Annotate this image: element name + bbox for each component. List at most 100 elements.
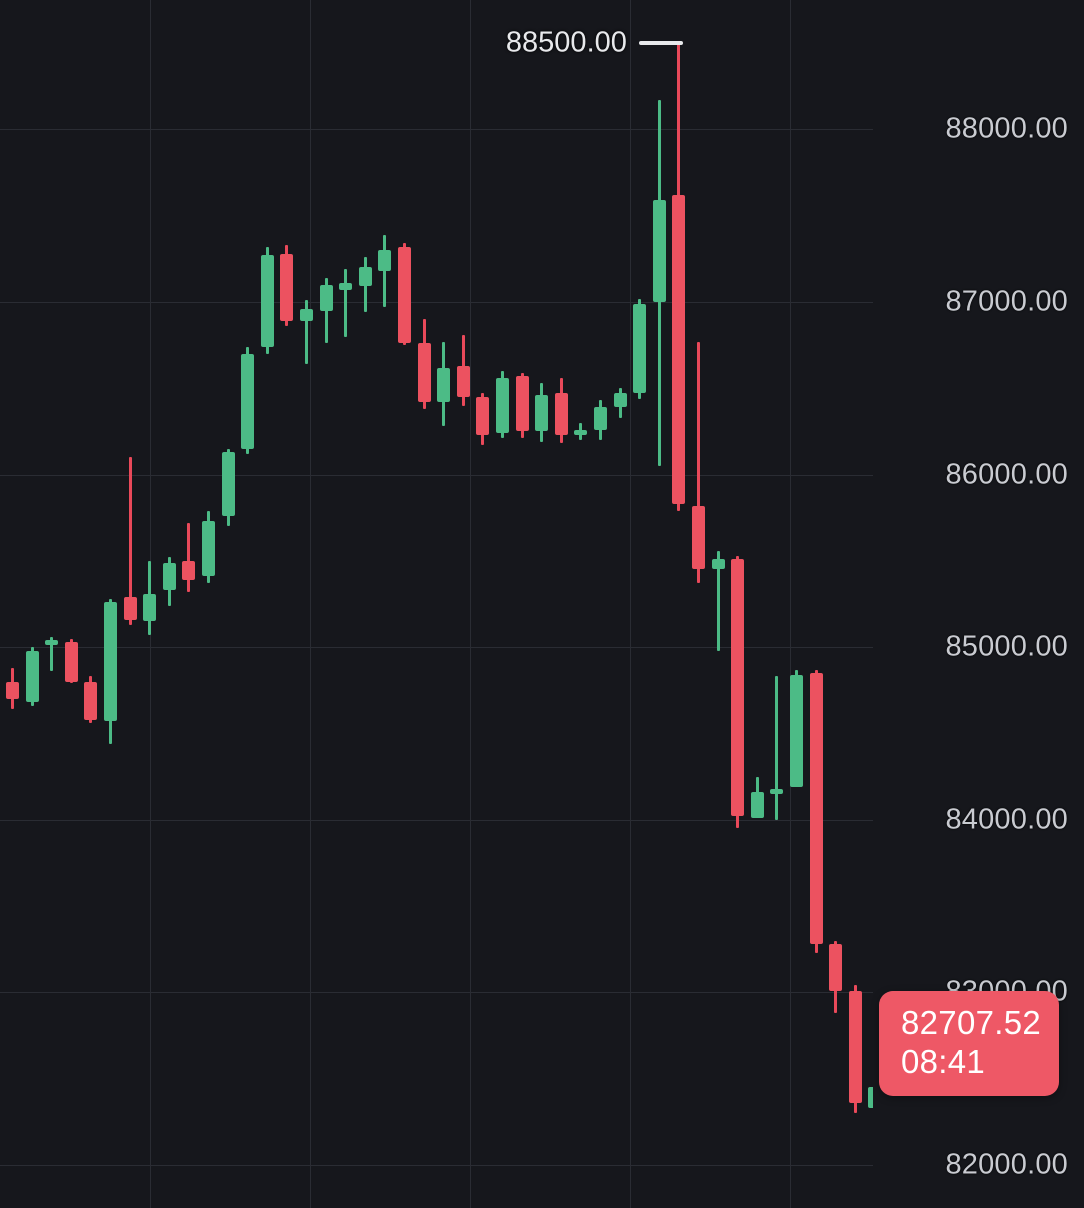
candle-up[interactable] <box>790 0 803 1208</box>
candle-up[interactable] <box>143 0 157 1208</box>
candle-body <box>280 253 294 321</box>
candle-wick <box>383 234 387 308</box>
candle-body <box>6 681 19 699</box>
candle-body <box>476 396 490 435</box>
candle-body <box>711 559 725 570</box>
period-high-marker <box>638 41 683 46</box>
candle-body <box>398 246 411 344</box>
candle-body <box>417 343 431 403</box>
candle-up[interactable] <box>339 0 353 1208</box>
candle-body <box>162 562 176 591</box>
candle-body <box>868 1087 873 1108</box>
gridline-horizontal <box>0 647 873 649</box>
candle-wick <box>716 550 720 651</box>
candle-up[interactable] <box>300 0 313 1208</box>
candle-up[interactable] <box>358 0 372 1208</box>
candle-down[interactable] <box>398 0 411 1208</box>
price-axis-label: 82000.00 <box>945 1148 1068 1181</box>
candle-down[interactable] <box>848 0 862 1208</box>
candle-up[interactable] <box>594 0 607 1208</box>
candle-up[interactable] <box>221 0 235 1208</box>
current-price-badge[interactable]: 82707.52 08:41 <box>879 990 1060 1096</box>
candle-body <box>339 283 353 290</box>
candle-down[interactable] <box>182 0 196 1208</box>
candle-wick <box>305 300 308 365</box>
candle-body <box>25 650 39 703</box>
candle-body <box>300 308 313 321</box>
candle-down[interactable] <box>456 0 470 1208</box>
candle-up[interactable] <box>319 0 333 1208</box>
candle-down[interactable] <box>809 0 823 1208</box>
gridline-horizontal <box>0 302 873 303</box>
candle-wick <box>775 676 779 820</box>
candle-body <box>182 560 196 580</box>
gridline-vertical <box>630 0 631 1208</box>
gridline-vertical <box>470 0 471 1208</box>
candle-up[interactable] <box>633 0 647 1208</box>
price-axis-label: 86000.00 <box>945 458 1068 491</box>
period-high-label: 88500.00 <box>505 26 627 59</box>
candle-down[interactable] <box>672 0 686 1208</box>
candle-body <box>319 284 333 311</box>
candle-up[interactable] <box>104 0 117 1208</box>
plot-area[interactable] <box>0 0 873 1208</box>
candle-down[interactable] <box>829 0 843 1208</box>
candle-up[interactable] <box>613 0 627 1208</box>
candle-down[interactable] <box>417 0 431 1208</box>
gridline-horizontal <box>0 1164 873 1166</box>
candle-body <box>515 376 529 432</box>
candle-down[interactable] <box>515 0 529 1208</box>
candle-down[interactable] <box>476 0 490 1208</box>
candle-up[interactable] <box>750 0 764 1208</box>
current-price-time: 08:41 <box>901 1043 986 1081</box>
candle-up[interactable] <box>378 0 392 1208</box>
candle-up[interactable] <box>202 0 215 1208</box>
gridline-horizontal <box>0 129 873 131</box>
candle-body <box>260 255 274 347</box>
candle-up[interactable] <box>162 0 176 1208</box>
candle-up[interactable] <box>868 0 873 1208</box>
candle-wick <box>50 636 54 672</box>
candle-body <box>535 395 549 432</box>
candle-up[interactable] <box>496 0 509 1208</box>
candle-up[interactable] <box>45 0 59 1208</box>
candle-up[interactable] <box>437 0 451 1208</box>
candle-down[interactable] <box>6 0 19 1208</box>
candle-up[interactable] <box>535 0 549 1208</box>
candle-body <box>770 788 784 794</box>
candle-down[interactable] <box>123 0 137 1208</box>
candle-body <box>84 681 98 720</box>
candle-up[interactable] <box>574 0 588 1208</box>
gridline-horizontal <box>0 474 873 476</box>
gridline-vertical <box>310 0 311 1208</box>
candle-body <box>790 674 803 787</box>
candle-up[interactable] <box>652 0 666 1208</box>
candle-up[interactable] <box>241 0 255 1208</box>
price-axis-label: 84000.00 <box>945 803 1068 836</box>
candle-down[interactable] <box>731 0 745 1208</box>
candle-body <box>809 673 823 944</box>
candle-body <box>652 200 666 302</box>
candle-body <box>221 452 235 516</box>
candle-body <box>123 597 137 620</box>
candle-body <box>613 393 627 408</box>
candle-down[interactable] <box>64 0 78 1208</box>
candle-body <box>574 429 588 435</box>
candle-down[interactable] <box>84 0 98 1208</box>
candle-up[interactable] <box>25 0 39 1208</box>
candle-up[interactable] <box>260 0 274 1208</box>
candle-body <box>104 602 117 722</box>
candle-body <box>143 593 157 622</box>
price-axis-label: 88000.00 <box>945 112 1068 145</box>
candle-up[interactable] <box>770 0 784 1208</box>
current-price-value: 82707.52 <box>901 1003 1042 1041</box>
candle-up[interactable] <box>711 0 725 1208</box>
gridline-horizontal <box>0 819 873 821</box>
candle-down[interactable] <box>280 0 294 1208</box>
candle-body <box>437 367 451 403</box>
candle-down[interactable] <box>692 0 705 1208</box>
gridline-horizontal <box>0 992 873 994</box>
candle-body <box>202 521 215 577</box>
candle-down[interactable] <box>554 0 568 1208</box>
